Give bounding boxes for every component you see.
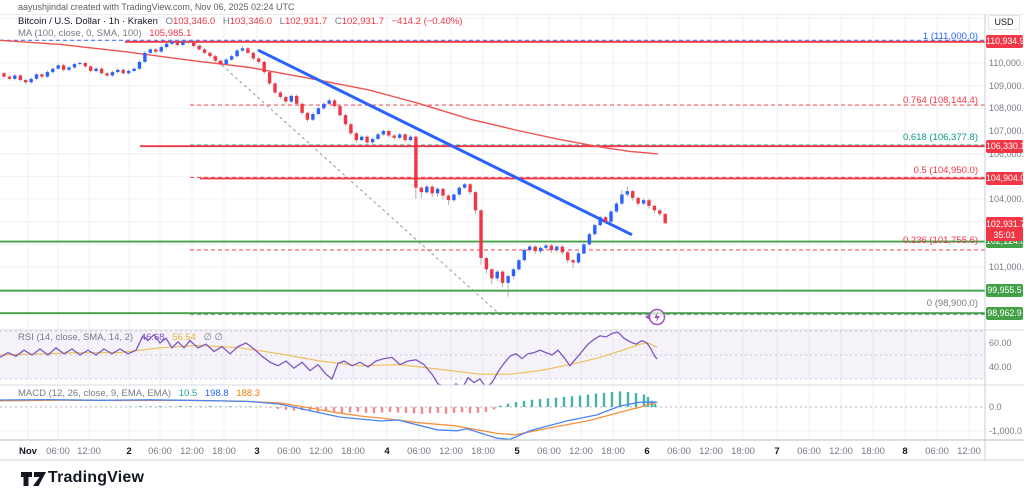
rsi-ma-line <box>0 342 658 375</box>
ma-value: 105,985.1 <box>149 28 192 39</box>
time-tick[interactable]: 06:00 <box>46 446 70 457</box>
macd-hist-value: 10.5 <box>178 388 198 399</box>
time-tick[interactable]: 18:00 <box>861 446 885 457</box>
rsi-hidden-plots: ∅ ∅ <box>203 332 223 343</box>
macd-label: MACD (12, 26, close, 9, EMA, EMA) <box>18 388 172 399</box>
time-tick[interactable]: 12:00 <box>309 446 333 457</box>
price-tick[interactable]: 110,000.0 <box>989 57 1024 68</box>
high-label: H <box>222 16 230 27</box>
rsi-tick[interactable]: 60.00 <box>989 337 1012 348</box>
change-value: −414.2 (−0.40%) <box>391 16 463 27</box>
tradingview-logo-icon[interactable] <box>20 470 50 488</box>
rsi-line <box>0 331 658 385</box>
time-tick[interactable]: 06:00 <box>667 446 691 457</box>
attribution-text: aayushjindal created with TradingView.co… <box>18 2 295 12</box>
price-tick[interactable]: 101,000.0 <box>989 261 1024 272</box>
price-line-label: 98,962.9 <box>986 306 1023 320</box>
time-tick[interactable]: 06:00 <box>925 446 949 457</box>
time-tick[interactable]: 3 <box>254 446 260 457</box>
price-line-label: 106,330.1 <box>986 139 1024 153</box>
symbol-title: Bitcoin / U.S. Dollar · 1h · Kraken <box>18 16 158 27</box>
ma-legend[interactable]: MA (100, close, 0, SMA, 100) 105,985.1 <box>18 28 191 39</box>
time-tick[interactable]: 7 <box>774 446 780 457</box>
fib-level-label: 0.5 (104,950.0) <box>913 165 978 176</box>
time-tick[interactable]: 18:00 <box>341 446 365 457</box>
symbol-legend[interactable]: Bitcoin / U.S. Dollar · 1h · Kraken O103… <box>18 16 462 27</box>
grid <box>0 14 985 440</box>
price-tick[interactable]: 109,000.0 <box>989 80 1024 91</box>
price-tick[interactable]: 104,000.0 <box>989 193 1024 204</box>
event-marker-icon[interactable] <box>645 308 666 326</box>
rsi-label: RSI (14, close, SMA, 14, 2) <box>18 332 134 343</box>
close-value: 102,931.7 <box>341 16 384 27</box>
fib-level-label: 0 (98,900.0) <box>926 298 978 309</box>
time-tick[interactable]: 18:00 <box>731 446 755 457</box>
countdown-timer: 35:01 <box>993 230 1016 240</box>
time-tick[interactable]: 18:00 <box>471 446 495 457</box>
time-tick[interactable]: 12:00 <box>699 446 723 457</box>
time-tick[interactable]: 6 <box>644 446 650 457</box>
open-value: 103,346.0 <box>172 16 216 27</box>
macd-tick[interactable]: -1,000.0 <box>989 425 1023 436</box>
currency-toggle[interactable]: USD <box>988 15 1020 30</box>
macd-legend[interactable]: MACD (12, 26, close, 9, EMA, EMA) 10.5 1… <box>18 388 260 399</box>
macd-signal-value: 188.3 <box>236 388 261 399</box>
time-tick[interactable]: 5 <box>514 446 520 457</box>
time-tick[interactable]: 8 <box>902 446 908 457</box>
time-tick[interactable]: 2 <box>126 446 132 457</box>
rsi-tick[interactable]: 40.00 <box>989 361 1012 372</box>
time-tick[interactable]: Nov <box>19 446 37 457</box>
attribution-bar: aayushjindal created with TradingView.co… <box>0 0 1024 14</box>
fib-level-label: 0.764 (108,144.4) <box>902 95 978 106</box>
trendline[interactable] <box>257 48 633 237</box>
price-line-label: 99,955.5 <box>986 284 1023 298</box>
time-tick[interactable]: 06:00 <box>148 446 172 457</box>
time-tick[interactable]: 12:00 <box>829 446 853 457</box>
price-tick[interactable]: 106,000.0 <box>989 148 1024 159</box>
time-tick[interactable]: 06:00 <box>277 446 301 457</box>
ma-label: MA (100, close, 0, SMA, 100) <box>18 28 142 39</box>
time-tick[interactable]: 4 <box>384 446 390 457</box>
fib-level-label: 0.618 (106,377.8) <box>902 132 978 143</box>
open-label: O <box>165 16 173 27</box>
low-value: 102,931.7 <box>284 16 328 27</box>
footer-bar: TradingView <box>0 460 1024 493</box>
time-tick[interactable]: 12:00 <box>439 446 463 457</box>
time-tick[interactable]: 18:00 <box>212 446 236 457</box>
ma100-line[interactable] <box>0 39 659 155</box>
close-label: C <box>334 16 342 27</box>
time-tick[interactable]: 18:00 <box>601 446 625 457</box>
price-line-label: 104,904.0 <box>986 172 1024 186</box>
time-tick[interactable]: 12:00 <box>77 446 101 457</box>
time-tick[interactable]: 12:00 <box>957 446 981 457</box>
time-tick[interactable]: 06:00 <box>407 446 431 457</box>
macd-line <box>0 398 657 440</box>
macd-signal-line <box>0 399 658 436</box>
high-value: 103,346.0 <box>229 16 272 27</box>
current-price-label: 102,931.7 35:01 <box>986 217 1024 241</box>
time-tick[interactable]: 12:00 <box>180 446 204 457</box>
price-line-label: 110,934.9 <box>986 35 1024 49</box>
rsi-value: 46.68 <box>140 332 165 343</box>
low-label: L <box>279 16 285 27</box>
price-tick[interactable]: 108,000.0 <box>989 102 1024 113</box>
time-tick[interactable]: 06:00 <box>797 446 821 457</box>
price-tick[interactable]: 107,000.0 <box>989 125 1024 136</box>
macd-line-value: 198.8 <box>204 388 229 399</box>
fib-level-label: 0.236 (101,755.6) <box>902 235 978 246</box>
fib-level-label: 1 (111,000.0) <box>922 31 978 42</box>
candlestick-series <box>2 40 667 297</box>
rsi-ma-value: 56.54 <box>172 332 196 343</box>
tradingview-wordmark[interactable]: TradingView <box>48 469 145 486</box>
time-tick[interactable]: 12:00 <box>569 446 593 457</box>
macd-tick[interactable]: 0.0 <box>989 401 1002 412</box>
time-tick[interactable]: 06:00 <box>537 446 561 457</box>
rsi-legend[interactable]: RSI (14, close, SMA, 14, 2) 46.68 56.54 … <box>18 332 223 343</box>
horizontal-alert-lines[interactable] <box>0 40 985 315</box>
